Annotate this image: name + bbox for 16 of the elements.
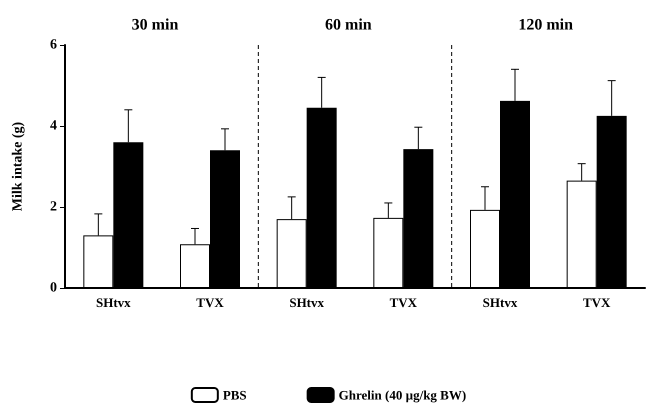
x-tick-label: SHtvx bbox=[96, 295, 132, 310]
y-tick-label: 4 bbox=[50, 118, 57, 134]
text: 30 min bbox=[132, 16, 178, 34]
y-axis-title: Milk intake (g) bbox=[10, 121, 26, 212]
legend-label: Ghrelin (40 µg/kg BW) bbox=[338, 388, 466, 402]
x-tick-label: TVX bbox=[390, 295, 418, 310]
y-tick-label: 0 bbox=[50, 280, 57, 296]
x-tick-label: TVX bbox=[196, 295, 224, 310]
x-tick-label: SHtvx bbox=[482, 295, 518, 310]
y-tick-label: 6 bbox=[50, 38, 57, 52]
text: 60 min bbox=[325, 16, 372, 34]
y-tick-label: 2 bbox=[50, 200, 57, 214]
legend-label: PBS bbox=[222, 388, 247, 402]
x-tick-label: SHtvx bbox=[289, 295, 324, 310]
x-tick-label: TVX bbox=[582, 295, 611, 310]
text: 120 min bbox=[518, 16, 574, 34]
